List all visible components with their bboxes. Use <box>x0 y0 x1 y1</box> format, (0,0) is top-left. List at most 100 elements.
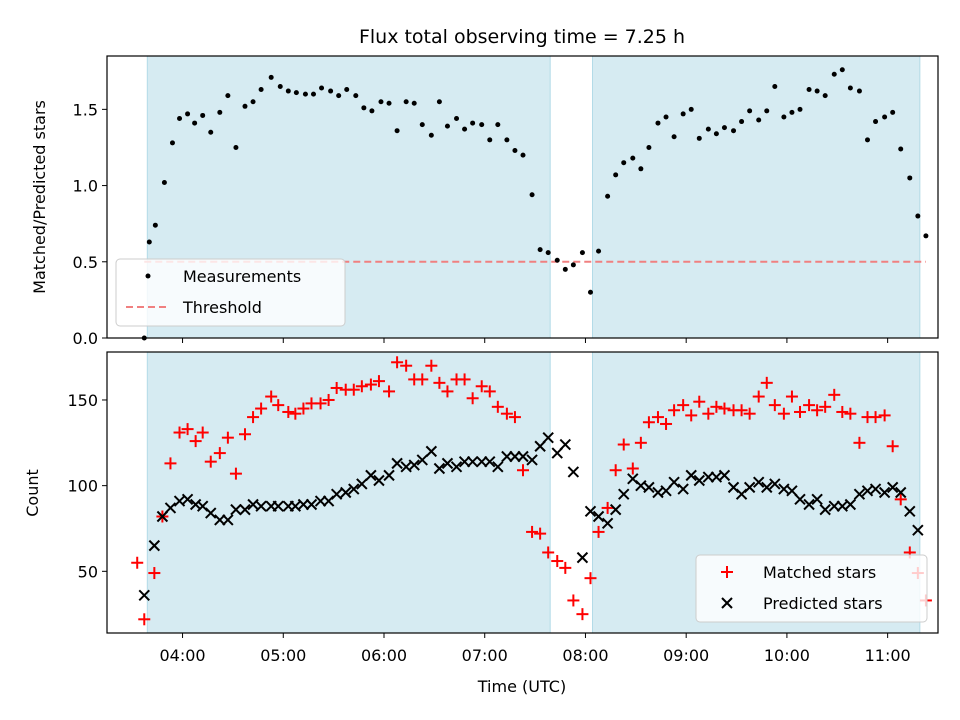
measurements-legend-label: Measurements <box>183 267 301 286</box>
measurement-point <box>192 120 198 126</box>
bottom-legend-box <box>695 554 928 623</box>
predicted-star-point <box>272 500 284 512</box>
measurement-point <box>444 123 450 129</box>
x-tick-label: 10:00 <box>764 646 810 665</box>
predicted-star-point <box>425 445 438 458</box>
matched-star-point <box>272 399 285 412</box>
predicted-star-point <box>205 507 217 519</box>
predicted-star-point <box>466 455 479 468</box>
matched-star-point <box>297 402 310 415</box>
predicted-star-point <box>484 455 496 468</box>
matched-star-point <box>785 390 798 403</box>
measurement-point <box>250 99 256 105</box>
measurement-point <box>285 88 291 94</box>
x-tick-label: 08:00 <box>562 646 608 665</box>
predicted-star-point <box>819 503 831 516</box>
matched-star-point <box>372 375 385 388</box>
predicted-star-point <box>255 500 267 512</box>
matched-star-point <box>601 501 614 514</box>
matched-star-point <box>181 423 194 436</box>
measurement-point <box>739 119 745 125</box>
matched-star-point <box>491 400 504 413</box>
predicted-star-point <box>356 478 368 490</box>
matched-star-point <box>828 388 841 401</box>
bottom-y-ticks: 50 100 150 <box>67 391 107 581</box>
measurement-point <box>688 106 694 112</box>
y-tick-label: 1.5 <box>73 100 98 119</box>
matched-star-point <box>458 373 471 386</box>
y-tick-label: 50 <box>78 562 98 581</box>
measurement-point <box>258 87 264 93</box>
matched-star-point <box>886 440 899 453</box>
measurement-point <box>630 155 636 161</box>
y-tick-label: 1.0 <box>73 177 98 196</box>
matched-star-point <box>794 405 807 418</box>
y-tick-label: 100 <box>67 477 98 496</box>
x-tick-label: 06:00 <box>361 646 407 665</box>
measurement-point <box>756 117 762 123</box>
bottom-axes-frame <box>106 351 939 634</box>
predicted-legend-label: Predicted stars <box>763 594 883 613</box>
top-y-axis-label: Matched/Predicted stars <box>30 100 49 294</box>
predicted-star-point <box>794 493 806 506</box>
measurement-point <box>336 93 342 99</box>
matched-star-point <box>483 385 496 398</box>
measurement-point <box>161 180 167 186</box>
measurement-point <box>293 90 299 96</box>
top-legend-box <box>115 258 346 327</box>
measurement-point <box>907 175 913 181</box>
observing-window <box>592 55 921 339</box>
measurement-point <box>789 109 795 115</box>
predicted-star-point <box>492 461 504 473</box>
matched-star-point <box>138 613 151 626</box>
matched-star-point <box>551 555 564 568</box>
measurement-point <box>319 85 325 91</box>
matched-star-point <box>433 376 446 389</box>
measurement-point <box>369 108 375 114</box>
y-tick-label: 150 <box>67 391 98 410</box>
matched-star-point <box>526 525 539 538</box>
predicted-star-point <box>239 503 251 516</box>
matched-star-point <box>189 435 202 448</box>
matched-star-point <box>391 356 404 369</box>
matched-star-point <box>475 380 488 393</box>
matched-star-point <box>710 400 723 413</box>
matched-star-point <box>238 428 251 441</box>
measurement-point <box>713 131 719 137</box>
predicted-star-point <box>895 486 907 499</box>
measurement-point <box>882 114 888 120</box>
measurement-point <box>696 135 702 141</box>
predicted-star-point <box>450 461 463 473</box>
matched-star-point <box>626 462 639 475</box>
matched-star-point <box>500 407 513 420</box>
measurement-point <box>146 239 152 245</box>
measurement-point <box>302 91 308 97</box>
matched-star-point <box>213 447 226 460</box>
matched-star-point <box>735 404 748 417</box>
measurement-point <box>208 129 214 135</box>
matched-star-point <box>131 556 144 569</box>
predicted-legend-marker <box>721 597 733 609</box>
x-tick-label: 07:00 <box>462 646 508 665</box>
matched-star-point <box>777 407 790 420</box>
measurement-point <box>915 213 921 219</box>
measurement-point <box>495 122 501 128</box>
measurement-point <box>277 83 283 89</box>
matched-star-point <box>229 467 242 480</box>
measurement-point <box>394 128 400 134</box>
measurement-point <box>411 100 417 106</box>
measurement-point <box>470 120 476 126</box>
predicted-star-point <box>305 498 318 511</box>
matched-star-point <box>383 385 396 398</box>
measurement-point <box>721 125 727 131</box>
x-tick-label: 05:00 <box>260 646 306 665</box>
matched-star-point <box>173 426 186 439</box>
matched-star-point <box>364 378 377 391</box>
chart-title: Flux total observing time = 7.25 h <box>359 26 685 48</box>
measurement-point <box>613 172 619 178</box>
predicted-star-point <box>668 476 680 488</box>
bottom-panel: 50 100 150 04:00 05:00 06:00 07:00 08:00 09:00 1… <box>23 351 939 696</box>
predicted-star-point <box>517 450 529 463</box>
measurement-point <box>605 193 611 199</box>
